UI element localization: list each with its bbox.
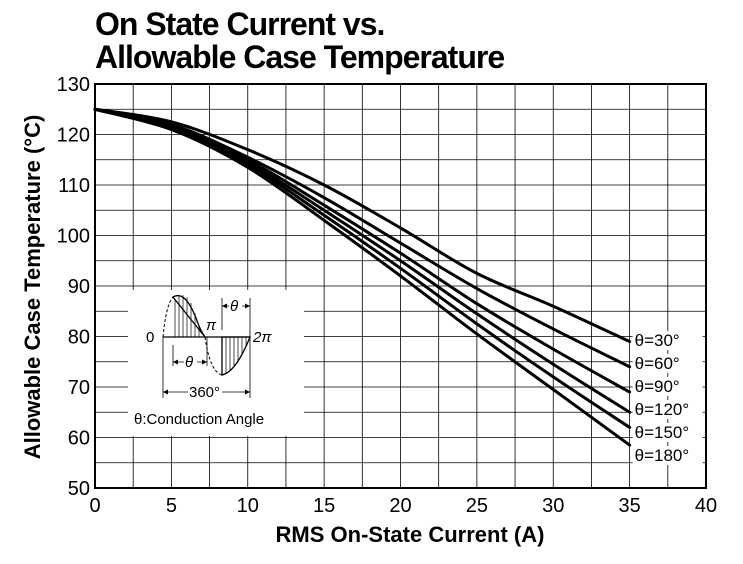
chart-title: On State Current vs. Allowable Case Temp… bbox=[95, 6, 505, 75]
series-label-background bbox=[632, 400, 703, 419]
series-line bbox=[93, 107, 632, 414]
inset-label-two-pi: 2π bbox=[252, 329, 272, 346]
y-tick-label: 130 bbox=[57, 74, 90, 96]
x-tick-label: 35 bbox=[619, 495, 641, 517]
y-tick-label: 60 bbox=[68, 428, 90, 450]
y-axis-ticks: 50 60 70 80 90 100 110 120 130 bbox=[57, 74, 90, 500]
x-tick-label: 30 bbox=[542, 495, 564, 517]
inset-label-zero: 0 bbox=[146, 329, 154, 346]
series-lines bbox=[93, 107, 632, 447]
inset-label-period: 360° bbox=[189, 384, 220, 401]
x-tick-label: 40 bbox=[695, 495, 717, 517]
x-tick-label: 5 bbox=[166, 495, 177, 517]
chart-title-line-1: On State Current vs. bbox=[95, 6, 385, 42]
inset-caption: θ:Conduction Angle bbox=[134, 411, 264, 428]
chart-title-line-2: Allowable Case Temperature bbox=[95, 39, 505, 75]
series-label-background bbox=[632, 446, 703, 465]
series-labels: θ=30° θ=60° θ=90° θ=120° θ=150° θ=180° bbox=[632, 331, 703, 465]
series-label: θ=90° bbox=[635, 377, 680, 396]
series-label: θ=30° bbox=[635, 331, 680, 350]
y-tick-label: 70 bbox=[68, 377, 90, 399]
y-tick-label: 110 bbox=[58, 175, 90, 197]
series-line bbox=[93, 107, 632, 344]
series-label: θ=60° bbox=[635, 354, 680, 373]
series-label-background bbox=[632, 331, 703, 350]
x-axis-ticks: 0 5 10 15 20 25 30 35 40 bbox=[89, 495, 717, 517]
y-tick-label: 100 bbox=[57, 226, 90, 248]
y-tick-label: 80 bbox=[68, 327, 90, 349]
plot-frame bbox=[94, 83, 707, 489]
inset-label-theta-bottom: θ bbox=[185, 354, 193, 371]
x-tick-label: 10 bbox=[237, 495, 259, 517]
series-label: θ=180° bbox=[635, 446, 690, 465]
series-label-background bbox=[632, 354, 703, 373]
x-tick-label: 20 bbox=[389, 495, 411, 517]
inset-label-pi: π bbox=[206, 317, 217, 334]
x-tick-label: 25 bbox=[466, 495, 488, 517]
y-axis-label: Allowable Case Temperature (°C) bbox=[20, 115, 45, 460]
series-line bbox=[93, 107, 632, 447]
inset-label-theta-top: θ bbox=[230, 298, 238, 315]
series-label-background bbox=[632, 377, 703, 396]
y-tick-label: 90 bbox=[68, 276, 90, 298]
y-tick-label: 50 bbox=[68, 478, 90, 500]
series-line bbox=[93, 107, 632, 369]
series-label: θ=120° bbox=[635, 400, 690, 419]
x-tick-label: 15 bbox=[313, 495, 335, 517]
series-label-background bbox=[632, 423, 703, 442]
series-label: θ=150° bbox=[635, 423, 690, 442]
x-tick-label: 0 bbox=[89, 495, 100, 517]
conduction-angle-inset: 0 π 2π θ θ 360° θ:Conduction Angle bbox=[128, 290, 304, 436]
y-tick-label: 120 bbox=[57, 125, 90, 147]
x-axis-label: RMS On-State Current (A) bbox=[276, 522, 545, 547]
